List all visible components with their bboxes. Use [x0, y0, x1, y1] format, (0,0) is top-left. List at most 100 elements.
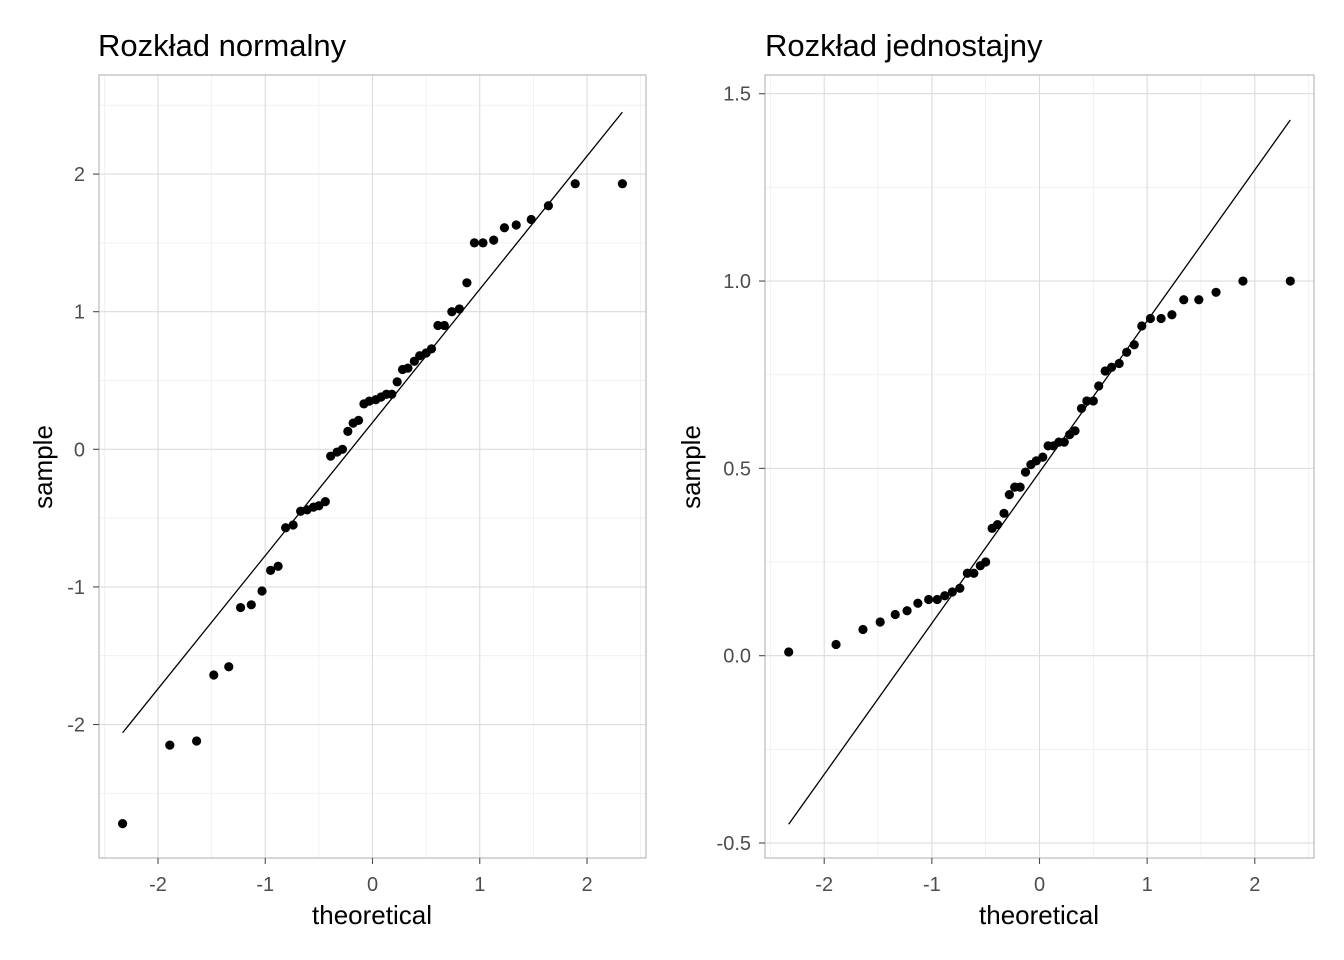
panel-uniform-data-point — [1238, 276, 1248, 286]
panel-normal-data-point — [387, 389, 397, 399]
panel-uniform-data-point — [992, 519, 1003, 530]
panel-normal-data-point — [511, 220, 521, 230]
panel-normal-data-point — [165, 740, 175, 750]
panel-normal-data-point — [462, 278, 472, 288]
panel-uniform-data-point — [999, 508, 1009, 518]
panel-uniform-data-point — [1137, 321, 1147, 331]
panel-normal-data-point — [281, 523, 291, 533]
panel-uniform-y-tick-label: 0.5 — [723, 458, 751, 480]
panel-uniform-data-point — [1211, 287, 1221, 297]
panel-normal-data-point — [570, 179, 580, 189]
panel-normal-data-point — [266, 565, 276, 575]
panel-normal-x-tick-label: 2 — [581, 874, 592, 896]
panel-uniform-x-tick-label: 0 — [1034, 874, 1045, 896]
panel-uniform-data-point — [890, 609, 900, 620]
panel-uniform-data-point — [955, 583, 965, 593]
panel-normal-x-tick-label: 0 — [367, 874, 378, 896]
panel-uniform-data-point — [1194, 295, 1204, 305]
panel-uniform-data-point — [784, 647, 794, 657]
panel-normal-data-point — [235, 602, 246, 613]
panel-normal-data-point — [273, 561, 283, 571]
panel-normal-data-point — [392, 377, 402, 387]
panel-normal-data-point — [617, 179, 628, 189]
panel-normal-data-point — [489, 235, 499, 245]
panel-normal-x-tick-label: -2 — [149, 874, 167, 896]
panel-normal-data-point — [447, 307, 457, 317]
panel-normal-y-tick-label: -1 — [67, 577, 85, 599]
panel-normal-reference-line — [122, 111, 623, 734]
panel-normal-data-point — [478, 238, 488, 248]
panel-uniform-data-point — [1004, 489, 1014, 500]
panel-uniform-data-point — [1285, 276, 1295, 286]
panel-uniform-data-point — [1129, 340, 1139, 350]
panel-uniform-data-point — [1059, 437, 1069, 447]
panel-normal-data-point — [439, 320, 449, 331]
panel-uniform-title: Rozkład jednostajny — [765, 28, 1043, 63]
panel-uniform-y-tick-label: -0.5 — [717, 833, 751, 855]
panel-uniform-data-point — [1038, 452, 1048, 462]
panel-normal-data-point — [469, 238, 479, 248]
panel-normal: Rozkład normalny -2 -1 0 1 2 -2 -1 0 1 2 theoreti… — [28, 28, 647, 930]
panel-normal-data-point — [433, 320, 443, 331]
panel-uniform-gridlines — [765, 75, 1314, 858]
panel-normal-axes: -2 -1 0 1 2 -2 -1 0 1 2 — [67, 164, 592, 896]
panel-uniform-data-point — [1020, 467, 1031, 477]
panel-normal-gridlines — [99, 75, 646, 858]
panel-uniform-data-point — [1179, 295, 1189, 305]
panel-normal-y-axis-title: sample — [28, 425, 58, 509]
panel-uniform-data-point — [1088, 396, 1098, 406]
panel-uniform-points — [784, 276, 1295, 657]
panel-normal-data-point — [454, 304, 464, 314]
panel-uniform-reference-line — [788, 119, 1291, 825]
panel-normal-data-point — [353, 415, 364, 426]
panel-normal-data-point — [192, 736, 202, 746]
panel-uniform-data-point — [902, 606, 912, 616]
panel-uniform-x-axis-title: theoretical — [979, 900, 1099, 930]
panel-uniform-data-point — [947, 587, 957, 597]
panel-uniform-x-tick-label: -1 — [923, 874, 941, 896]
panel-normal-data-point — [224, 662, 234, 672]
panel-uniform-data-point — [1082, 396, 1092, 406]
panel-normal-y-tick-label: -2 — [67, 715, 85, 737]
panel-normal-data-point — [403, 363, 413, 373]
panel-uniform-data-point — [962, 568, 972, 578]
panel-uniform-data-point — [875, 617, 885, 627]
panel-uniform-data-point — [858, 624, 868, 635]
panel-normal-data-point — [320, 496, 330, 507]
panel-normal-x-axis-title: theoretical — [312, 900, 432, 930]
panel-uniform: Rozkład jednostajny -2 -1 0 1 2 -0.5 0.0 0.5 1.0… — [676, 28, 1315, 930]
panel-uniform-data-point — [932, 594, 942, 605]
panel-normal-y-tick-label: 2 — [74, 164, 85, 186]
panel-normal-points — [117, 179, 628, 829]
panel-uniform-y-tick-label: 1.5 — [723, 84, 751, 106]
panel-uniform-x-tick-label: -2 — [815, 874, 833, 896]
panel-normal-data-point — [426, 344, 437, 354]
panel-normal-data-point — [288, 520, 298, 530]
panel-uniform-x-tick-label: 2 — [1249, 874, 1260, 896]
panel-normal-data-point — [246, 600, 256, 610]
panel-uniform-data-point — [940, 591, 950, 601]
panel-uniform-data-point — [1167, 310, 1177, 320]
panel-uniform-data-point — [1156, 313, 1166, 324]
panel-normal-data-point — [343, 426, 353, 437]
panel-normal-y-tick-label: 1 — [74, 302, 85, 324]
panel-uniform-data-point — [969, 568, 979, 578]
panel-normal-y-tick-label: 0 — [74, 439, 85, 461]
panel-normal-data-point — [117, 818, 128, 829]
panel-uniform-data-point — [1070, 426, 1080, 436]
panel-uniform-data-point — [924, 594, 934, 605]
panel-normal-x-tick-label: 1 — [474, 874, 485, 896]
panel-uniform-y-tick-label: 0.0 — [723, 646, 751, 668]
panel-uniform-y-axis-title: sample — [676, 425, 706, 509]
panel-uniform-y-tick-label: 1.0 — [723, 271, 751, 293]
panel-normal-data-point — [257, 586, 267, 596]
panel-uniform-data-point — [831, 639, 841, 650]
panel-uniform-data-point — [1145, 313, 1155, 324]
panel-uniform-data-point — [1094, 381, 1104, 391]
panel-uniform-data-point — [913, 598, 923, 608]
panel-uniform-data-point — [1076, 403, 1087, 414]
panel-uniform-x-tick-label: 1 — [1142, 874, 1153, 896]
panel-normal-x-tick-label: -1 — [256, 874, 274, 896]
panel-normal-title: Rozkład normalny — [98, 28, 347, 63]
